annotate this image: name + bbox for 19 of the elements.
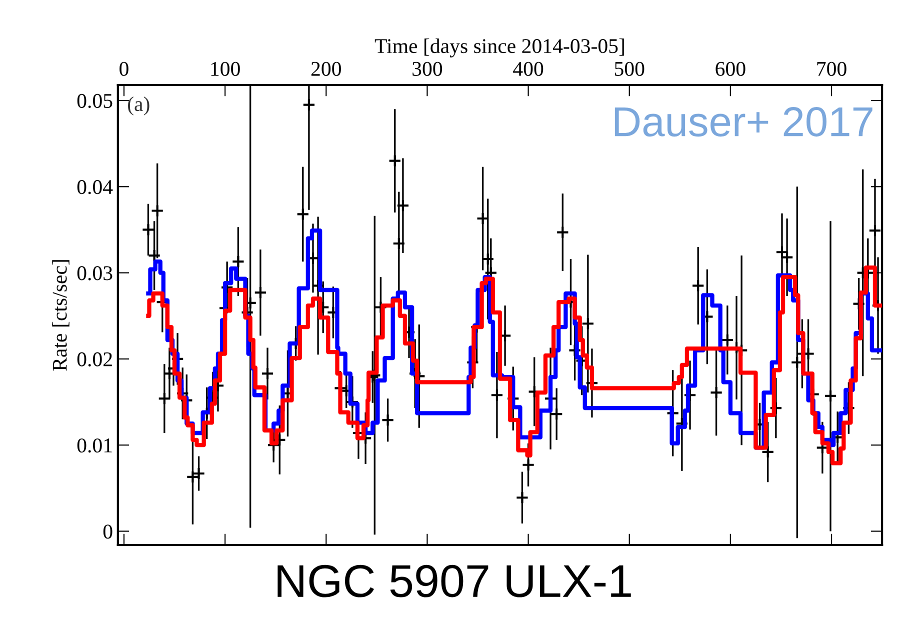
y-tick-label: 0.03 [77, 266, 112, 280]
text: NGC 5907 ULX-1 [278, 564, 631, 598]
x-tick-label: 200 [311, 62, 341, 76]
x-tick-label: 500 [614, 62, 644, 76]
x-axis-title: Time [days since 2014-03-05] [374, 38, 624, 58]
y-tick-label: 0 [103, 524, 112, 539]
annotation: Dauser+ 2017 [614, 107, 872, 137]
x-tick-label: 600 [716, 62, 746, 76]
x-tick-label: 100 [211, 62, 240, 76]
x-tick-label: 0 [120, 62, 128, 76]
y-tick-label: 0.04 [77, 180, 113, 194]
y-tick-label: 0.05 [77, 94, 112, 108]
y-axis-title: Rate [cts/sec] [52, 260, 70, 371]
x-tick-label: 400 [513, 62, 544, 76]
x-tick-label: 300 [412, 62, 442, 76]
annotation: (a) [128, 96, 150, 116]
x-tick-label: 700 [817, 62, 846, 76]
y-tick-label: 0.02 [77, 352, 112, 366]
y-tick-label: 0.01 [77, 438, 112, 453]
